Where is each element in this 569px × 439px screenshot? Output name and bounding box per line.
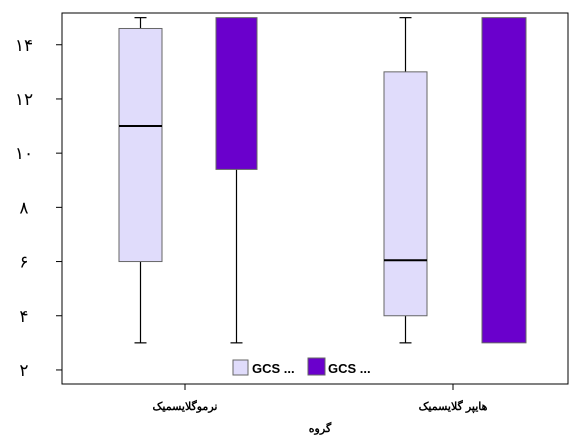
box-series: [118, 17, 527, 344]
legend-swatch-series-2: [307, 357, 326, 376]
y-tick-label: ۲: [19, 361, 28, 381]
y-tick-label: ۴: [19, 307, 28, 327]
legend: GCS ... GCS ...: [232, 357, 371, 376]
y-tick-label: ۸: [19, 198, 28, 218]
x-axis-label: گروه: [309, 421, 332, 435]
legend-label-series-1: GCS ...: [252, 361, 295, 376]
x-tick-label: هایپر گلایسمیک: [419, 399, 488, 413]
box: [118, 27, 163, 263]
y-tick-label: ۱۴: [15, 36, 33, 56]
y-tick-label: ۱۲: [15, 90, 33, 110]
x-axis: نرموگلایسمیک هایپر گلایسمیک: [153, 384, 488, 413]
legend-label-series-2: GCS ...: [328, 361, 371, 376]
y-tick-label: ۶: [19, 253, 28, 273]
y-tick-label: ۱۰: [15, 144, 33, 164]
box: [383, 71, 428, 317]
x-tick-label: نرموگلایسمیک: [153, 399, 218, 413]
legend-swatch-series-1: [232, 359, 249, 376]
box: [481, 17, 527, 344]
y-axis: ۲ ۴ ۶ ۸ ۱۰ ۱۲ ۱۴: [15, 36, 62, 381]
box: [215, 17, 258, 170]
